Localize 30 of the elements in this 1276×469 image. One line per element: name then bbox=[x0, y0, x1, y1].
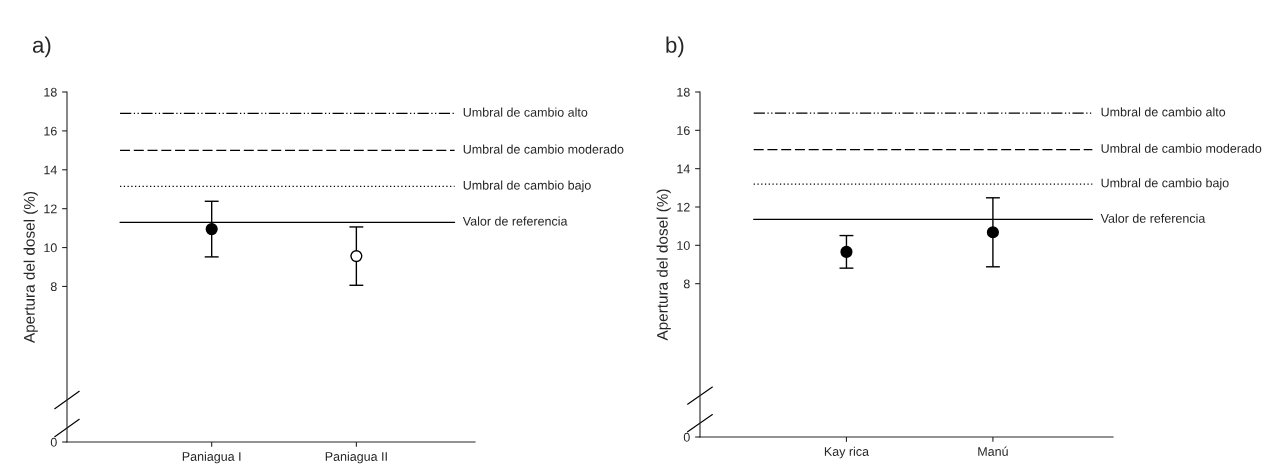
y-axis-title: Apertura del dosel (%) bbox=[656, 189, 671, 341]
ref-line-label: Umbral de cambio bajo bbox=[1101, 178, 1229, 190]
x-tick-label: Kay rica bbox=[824, 446, 870, 459]
ref-line-label: Valor de referencia bbox=[1100, 213, 1206, 223]
y-tick-label: 10 bbox=[44, 243, 57, 253]
y-tick-label: 16 bbox=[677, 126, 690, 135]
ref-line-label: Umbral de cambio moderado bbox=[463, 144, 624, 154]
y-tick-label: 8 bbox=[683, 279, 690, 289]
ref-line-label: Umbral de cambio alto bbox=[463, 107, 588, 117]
y-tick-label: 18 bbox=[44, 87, 57, 97]
y-tick-label: 18 bbox=[677, 87, 690, 97]
ref-line-label: Umbral de cambio moderado bbox=[1101, 143, 1262, 153]
y-tick-label: 14 bbox=[677, 164, 690, 174]
ref-line-label: Valor de referencia bbox=[462, 216, 568, 226]
y-axis-title: Apertura del dosel (%) bbox=[23, 191, 38, 343]
y-tick-label: 0 bbox=[683, 432, 690, 442]
y-tick-label: 14 bbox=[44, 165, 57, 175]
y-tick-label: 8 bbox=[50, 282, 57, 292]
ref-line-label: Umbral de cambio bajo bbox=[463, 180, 591, 193]
ref-line-label: Umbral de cambio alto bbox=[1101, 107, 1226, 117]
x-tick-label: Paniagua I bbox=[182, 451, 241, 464]
x-tick-label: Paniagua II bbox=[325, 451, 387, 464]
y-tick-label: 0 bbox=[50, 437, 57, 447]
chart-title: b) bbox=[666, 36, 684, 58]
chart-title: a) bbox=[32, 36, 51, 58]
y-tick-label: 10 bbox=[677, 241, 690, 250]
x-tick-label: Manú bbox=[978, 446, 1008, 456]
y-tick-label: 12 bbox=[44, 204, 57, 214]
y-tick-label: 16 bbox=[44, 126, 57, 136]
y-tick-label: 12 bbox=[677, 202, 690, 212]
